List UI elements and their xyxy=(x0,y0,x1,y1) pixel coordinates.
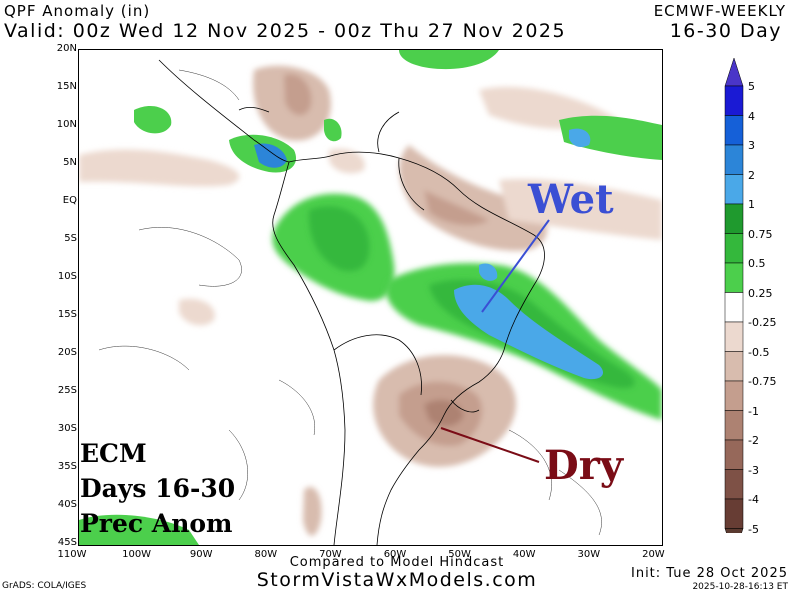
lat-tick-15n: 15N xyxy=(56,81,77,92)
lon-tick-80w: 80W xyxy=(254,549,278,560)
legend-swatch xyxy=(724,115,744,146)
map-area xyxy=(78,49,663,546)
legend-swatch xyxy=(724,203,744,234)
generated-timestamp: 2025-10-28-16:13 ET xyxy=(692,582,788,592)
forecast-range: 16-30 Day xyxy=(669,20,782,42)
dry-pointer-line xyxy=(440,427,540,463)
legend-label: -2 xyxy=(748,434,759,447)
init-time: Init: Tue 28 Oct 2025 xyxy=(631,566,788,581)
lat-tick-45s: 45S xyxy=(57,537,77,548)
lon-tick-90w: 90W xyxy=(189,549,213,560)
lat-tick-10s: 10S xyxy=(57,271,77,282)
legend-swatch xyxy=(724,410,744,441)
color-legend xyxy=(724,57,744,558)
website-link[interactable]: StormVistaWxModels.com xyxy=(256,569,538,591)
legend-label: 1 xyxy=(748,198,755,211)
legend-swatch xyxy=(724,498,744,529)
legend-label: 0.5 xyxy=(748,257,766,270)
legend-label: 5 xyxy=(748,80,755,93)
dry-anomaly-regions xyxy=(79,65,662,536)
wet-anomaly-regions xyxy=(79,50,662,545)
lat-tick-35s: 35S xyxy=(57,461,77,472)
legend-label: -0.5 xyxy=(748,345,770,359)
lat-tick-20n: 20N xyxy=(56,43,77,54)
lon-tick-100w: 100W xyxy=(122,549,152,560)
legend-arrow-top xyxy=(724,57,744,87)
grads-credit: GrADS: COLA/IGES xyxy=(2,581,87,591)
dry-label: Dry xyxy=(544,442,624,489)
contour-lines xyxy=(98,69,602,536)
legend-swatch xyxy=(724,144,744,175)
lon-tick-30w: 30W xyxy=(577,549,601,560)
lat-tick-eq: EQ xyxy=(62,195,77,206)
wet-label: Wet xyxy=(528,176,614,223)
lat-tick-30s: 30S xyxy=(57,423,77,434)
color-legend-bar xyxy=(724,57,744,558)
ecm-annotation: ECM Days 16-30 Prec Anom xyxy=(80,436,235,541)
legend-swatch xyxy=(724,174,744,205)
ecm-line-1: ECM xyxy=(80,439,147,468)
lon-tick-20w: 20W xyxy=(642,549,665,560)
wet-pointer-line xyxy=(481,219,550,313)
legend-swatch xyxy=(724,262,744,293)
legend-label: 4 xyxy=(748,109,755,123)
hindcast-note: Compared to Model Hindcast xyxy=(289,555,505,570)
legend-swatch xyxy=(724,439,744,470)
anomaly-map xyxy=(79,50,662,545)
lat-tick-25s: 25S xyxy=(57,385,77,396)
legend-label: 2 xyxy=(748,168,755,182)
legend-swatch xyxy=(724,233,744,264)
lon-tick-110w: 110W xyxy=(57,549,87,560)
lat-tick-20s: 20S xyxy=(57,347,77,358)
legend-label: 3 xyxy=(748,139,755,152)
legend-label: 0.25 xyxy=(748,286,773,300)
lon-tick-50w: 50W xyxy=(448,549,471,560)
lat-tick-15s: 15S xyxy=(57,309,77,320)
valid-period: Valid: 00z Wed 12 Nov 2025 - 00z Thu 27 … xyxy=(4,20,567,42)
legend-swatch xyxy=(724,469,744,500)
legend-swatch xyxy=(724,380,744,411)
lat-tick-5n: 5N xyxy=(63,157,77,168)
legend-label: -1 xyxy=(748,404,759,418)
lat-tick-5s: 5S xyxy=(64,233,77,244)
lat-tick-40s: 40S xyxy=(57,499,77,510)
legend-label: -4 xyxy=(748,493,759,506)
lon-tick-60w: 60W xyxy=(383,549,407,560)
legend-swatch xyxy=(724,321,744,352)
legend-label: -3 xyxy=(748,463,759,477)
legend-label: -5 xyxy=(748,522,759,536)
ecm-line-2: Days 16-30 xyxy=(80,474,236,503)
legend-swatch xyxy=(724,351,744,382)
legend-label: 0.75 xyxy=(748,227,773,241)
model-name: ECMWF-WEEKLY xyxy=(653,2,786,20)
legend-label: -0.25 xyxy=(748,316,777,329)
lat-tick-10n: 10N xyxy=(56,119,77,130)
legend-swatch xyxy=(724,292,744,323)
legend-label: -0.75 xyxy=(748,375,777,388)
ecm-line-3: Prec Anom xyxy=(80,509,233,538)
legend-swatch xyxy=(724,85,744,116)
lon-tick-40w: 40W xyxy=(512,549,536,560)
map-title: QPF Anomaly (in) xyxy=(4,2,151,20)
legend-arrow-bottom xyxy=(724,528,744,558)
lon-tick-70w: 70W xyxy=(319,549,342,560)
